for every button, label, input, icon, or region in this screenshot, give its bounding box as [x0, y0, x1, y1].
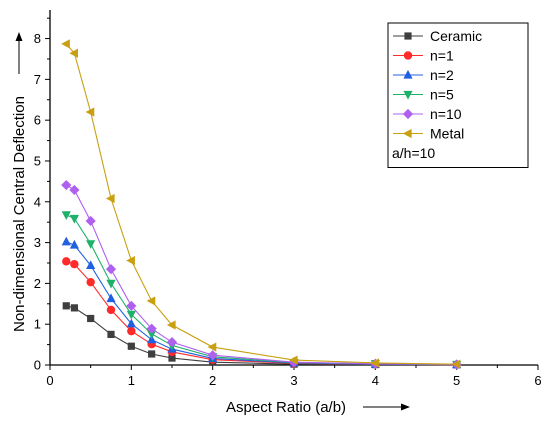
legend-label-n-10: n=10 [430, 106, 462, 122]
data-point-metal [370, 358, 379, 368]
x-axis-title: Aspect Ratio (a/b) [226, 399, 346, 416]
data-point-ceramic [87, 314, 95, 323]
data-point-ceramic [62, 302, 70, 310]
x-tick-label: 1 [128, 373, 135, 388]
data-point-ceramic [127, 342, 135, 350]
x-tick-label: 4 [372, 373, 379, 388]
series-line-n-2 [66, 241, 457, 366]
y-tick-label: 3 [34, 235, 41, 250]
data-point-n-2 [69, 239, 79, 249]
series-line-n-1 [66, 260, 457, 366]
y-axis-title-group: Non-dimensional Central Deflection [11, 32, 28, 332]
data-point-metal [105, 193, 115, 204]
legend-marker-n-1 [403, 51, 413, 60]
x-tick-label: 2 [209, 373, 216, 388]
x-tick-label: 5 [453, 373, 460, 388]
data-point-metal [166, 320, 176, 330]
y-tick-label: 2 [34, 276, 41, 291]
data-point-metal [288, 355, 298, 365]
data-point-n-1 [106, 305, 116, 315]
series-n-5 [61, 211, 462, 370]
data-point-metal [61, 39, 70, 49]
data-point-n-2 [126, 318, 136, 328]
legend-note: a/h=10 [392, 145, 435, 161]
legend-marker-n-5 [403, 90, 413, 100]
legend-marker-ceramic [404, 32, 412, 40]
data-point-n-10 [61, 179, 72, 191]
legend-label-n-2: n=2 [430, 67, 454, 83]
series-line-n-10 [65, 184, 457, 365]
data-point-n-5 [106, 279, 116, 289]
series-line-ceramic [66, 305, 457, 366]
series-metal [61, 39, 461, 369]
series-n-10 [61, 179, 462, 370]
data-point-n-5 [86, 240, 96, 249]
legend-label-ceramic: Ceramic [430, 28, 482, 44]
data-point-ceramic [168, 354, 176, 362]
legend-box [387, 22, 529, 168]
y-tick-label: 5 [34, 153, 41, 168]
data-point-n-5 [126, 310, 136, 320]
y-tick-label: 1 [34, 317, 41, 332]
y-tick-label: 8 [34, 31, 41, 46]
data-point-metal [451, 359, 461, 369]
y-tick-label: 7 [34, 72, 41, 87]
legend-marker-n-2 [403, 69, 413, 79]
y-tick-label: 6 [34, 113, 41, 128]
data-point-ceramic [107, 330, 115, 338]
data-point-n-10 [126, 300, 137, 311]
y-tick-label: 4 [34, 194, 41, 209]
data-point-n-2 [106, 293, 116, 303]
data-point-metal [146, 296, 156, 306]
data-point-n-5 [147, 330, 157, 340]
series-n-2 [61, 236, 462, 369]
data-point-metal [85, 107, 95, 117]
y-axis-title: Non-dimensional Central Deflection [11, 96, 28, 332]
data-point-n-5 [69, 214, 79, 224]
data-point-n-2 [86, 260, 96, 270]
data-point-n-1 [70, 260, 79, 269]
x-axis-title-group: Aspect Ratio (a/b) [226, 399, 410, 416]
data-point-n-1 [127, 326, 136, 336]
data-point-n-10 [207, 350, 218, 361]
data-point-n-10 [85, 215, 96, 227]
x-tick-label: 3 [290, 373, 297, 388]
series-n-1 [62, 257, 461, 369]
legend-label-metal: Metal [430, 126, 464, 142]
y-tick-label: 0 [34, 358, 41, 373]
data-point-n-5 [61, 211, 71, 220]
x-axis-title-arrowhead [401, 403, 410, 411]
legend-marker-metal [402, 128, 412, 139]
data-point-n-10 [105, 264, 117, 275]
y-axis-title-arrowhead [15, 32, 23, 41]
data-point-n-10 [69, 184, 80, 196]
data-point-metal [69, 48, 78, 58]
x-tick-label: 0 [46, 373, 53, 388]
data-point-ceramic [70, 304, 78, 312]
data-point-metal [207, 342, 217, 352]
legend-label-n-5: n=5 [430, 87, 454, 103]
x-tick-label: 6 [534, 373, 541, 388]
data-point-n-2 [61, 236, 71, 246]
legend-marker-n-10 [402, 108, 414, 120]
data-point-n-10 [166, 337, 178, 348]
data-point-n-1 [86, 277, 95, 287]
data-point-n-1 [62, 257, 71, 266]
legend-label-n-1: n=1 [430, 48, 454, 64]
data-point-ceramic [148, 350, 156, 358]
data-point-metal [126, 255, 135, 266]
data-point-n-10 [146, 323, 157, 334]
